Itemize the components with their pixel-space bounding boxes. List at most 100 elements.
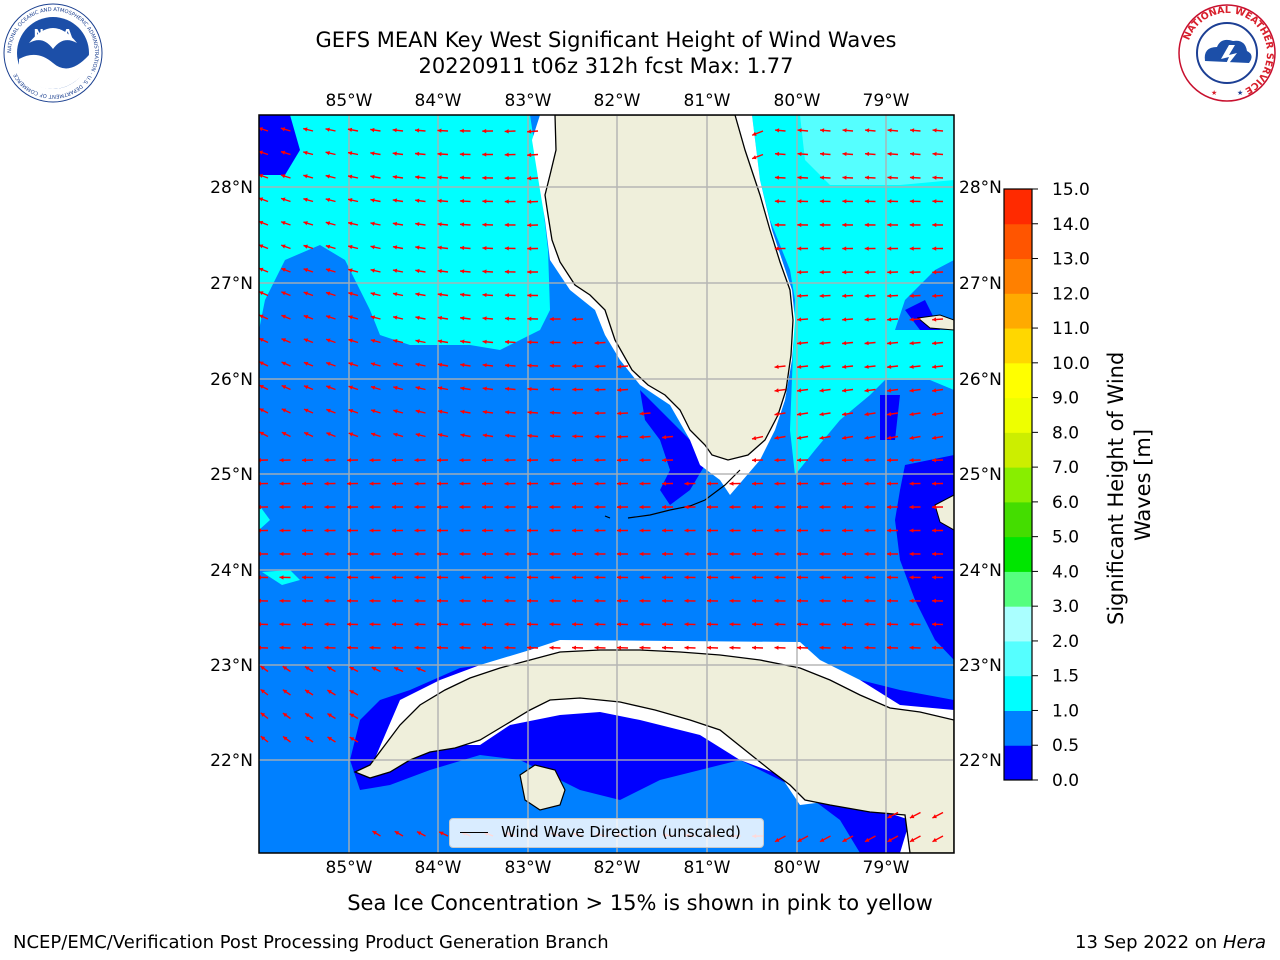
wind-wave-arrowhead xyxy=(527,293,532,298)
wind-wave-arrowhead xyxy=(392,151,397,156)
wind-wave-arrowhead xyxy=(842,175,847,180)
wind-wave-arrowhead xyxy=(617,458,622,463)
wind-wave-arrowhead xyxy=(729,481,734,486)
wind-wave-arrowhead xyxy=(415,432,421,438)
wind-wave-arrowhead xyxy=(303,197,308,202)
wind-wave-arrowhead xyxy=(797,388,802,393)
wind-wave-arrowhead xyxy=(549,316,554,322)
wind-wave-arrowhead xyxy=(820,128,825,133)
wind-wave-arrowhead xyxy=(370,221,375,226)
wind-wave-arrowhead xyxy=(909,340,914,346)
wind-wave-arrowhead xyxy=(887,175,892,180)
wind-wave-arrowhead xyxy=(774,151,780,157)
wind-wave-arrowhead xyxy=(504,575,509,580)
wind-wave-arrowhead xyxy=(819,598,824,604)
colorbar-tick-label: 14.0 xyxy=(1052,215,1090,235)
wind-wave-arrowhead xyxy=(349,713,355,718)
colorbar-tick-label: 1.0 xyxy=(1052,701,1079,721)
wind-wave-arrowhead xyxy=(707,481,711,486)
wind-wave-arrowhead xyxy=(662,458,667,463)
lon-tick-label: 81°W xyxy=(684,858,731,878)
colorbar-swatch xyxy=(1004,362,1032,399)
wind-wave-arrowhead xyxy=(797,222,802,228)
footer-producer: NCEP/EMC/Verification Post Processing Pr… xyxy=(13,932,609,953)
wind-wave-arrowhead xyxy=(302,528,306,533)
wind-wave-arrowhead xyxy=(414,575,419,580)
wind-wave-arrowhead xyxy=(482,598,486,604)
wind-wave-arrowhead xyxy=(864,340,869,346)
wind-wave-arrowhead xyxy=(752,458,757,463)
wind-wave-arrowhead xyxy=(527,622,532,627)
wind-wave-arrowhead xyxy=(887,645,892,650)
wind-wave-arrowhead xyxy=(774,411,779,417)
wind-wave-arrowhead xyxy=(797,528,801,533)
wind-wave-arrowhead xyxy=(887,598,891,604)
wind-wave-arrowhead xyxy=(774,528,779,533)
wind-wave-arrowhead xyxy=(549,551,554,557)
wind-wave-arrowhead xyxy=(572,387,577,392)
footer-date: 13 Sep 2022 on Hera xyxy=(1075,932,1266,953)
wind-wave-arrowhead xyxy=(527,458,532,463)
wind-wave-arrowhead xyxy=(909,481,914,486)
colorbar-swatch xyxy=(1004,328,1032,364)
land-florida-keys xyxy=(604,469,741,519)
wind-wave-arrowhead xyxy=(392,598,396,604)
wind-wave-arrowhead xyxy=(909,645,914,650)
wind-wave-arrowhead xyxy=(325,174,331,179)
wind-wave-arrowhead xyxy=(865,128,870,133)
wind-wave-arrowhead xyxy=(437,598,441,604)
wind-wave-arrowhead xyxy=(527,504,531,510)
wind-wave-arrowhead xyxy=(327,690,332,695)
wind-wave-arrowhead xyxy=(259,291,264,296)
wind-wave-arrowhead xyxy=(909,317,914,322)
wind-wave-arrowhead xyxy=(370,245,375,250)
wind-wave-arrowhead xyxy=(437,269,442,274)
wind-wave-arrowhead xyxy=(842,364,847,369)
wind-wave-arrowhead xyxy=(662,575,666,580)
wind-wave-arrowhead xyxy=(887,575,891,580)
wind-wave-arrowhead xyxy=(438,433,443,438)
wind-wave-arrowhead xyxy=(371,432,376,437)
wind-wave-arrowhead xyxy=(887,293,892,299)
wind-wave-arrowhead xyxy=(302,551,306,557)
wind-wave-arrowhead xyxy=(459,575,464,580)
wind-wave-arrowhead xyxy=(370,362,376,367)
wind-wave-arrowhead xyxy=(303,127,308,132)
wind-wave-arrowhead xyxy=(259,361,264,366)
wind-wave-arrowhead xyxy=(302,504,306,510)
wind-wave-arrowhead xyxy=(932,270,937,275)
colorbar-tick-label: 15.0 xyxy=(1052,180,1090,200)
wind-wave-arrowhead xyxy=(864,645,869,650)
wind-wave-arrowhead xyxy=(639,411,644,416)
wind-wave-arrowhead xyxy=(324,645,329,650)
wind-wave-arrowhead xyxy=(864,504,869,510)
land-bahamas-2 xyxy=(916,314,954,331)
wind-wave-arrowhead xyxy=(482,551,486,557)
wind-wave-arrowhead xyxy=(752,575,756,580)
wind-wave-arrowhead xyxy=(372,831,377,835)
wind-wave-arrowhead xyxy=(572,598,576,604)
wind-wave-arrowhead xyxy=(326,408,331,413)
wind-wave-arrowhead xyxy=(797,199,802,204)
wind-wave-arrowhead xyxy=(594,645,599,650)
lat-tick-label: 24°N xyxy=(210,561,253,581)
lat-tick-label: 26°N xyxy=(210,370,253,390)
wind-wave-arrowhead xyxy=(864,364,869,369)
wind-wave-arrowhead xyxy=(459,198,465,204)
wind-wave-arrowhead xyxy=(887,199,892,204)
wind-wave-arrowhead xyxy=(549,458,554,463)
wind-wave-arrowhead xyxy=(864,837,870,842)
wind-wave-arrowhead xyxy=(325,197,331,203)
wind-wave-arrowhead xyxy=(281,338,286,343)
wind-wave-arrowhead xyxy=(617,622,622,627)
land-florida xyxy=(544,115,794,461)
wind-wave-arrowhead xyxy=(594,387,599,392)
wind-wave-arrowhead xyxy=(617,481,621,486)
wind-wave-arrowhead xyxy=(437,362,443,368)
wind-wave-arrowhead xyxy=(392,245,398,250)
wind-wave-arrowhead xyxy=(707,622,712,627)
colorbar: 0.0 0.5 1.0 1.5 2.0 3.0 4.0 5.0 6.0 7.0 8.0 9.0 10.0… xyxy=(1003,180,1090,791)
wind-wave-arrowhead xyxy=(305,736,310,741)
wind-wave-arrowhead xyxy=(459,645,464,650)
colorbar-tick-label: 9.0 xyxy=(1052,389,1079,409)
